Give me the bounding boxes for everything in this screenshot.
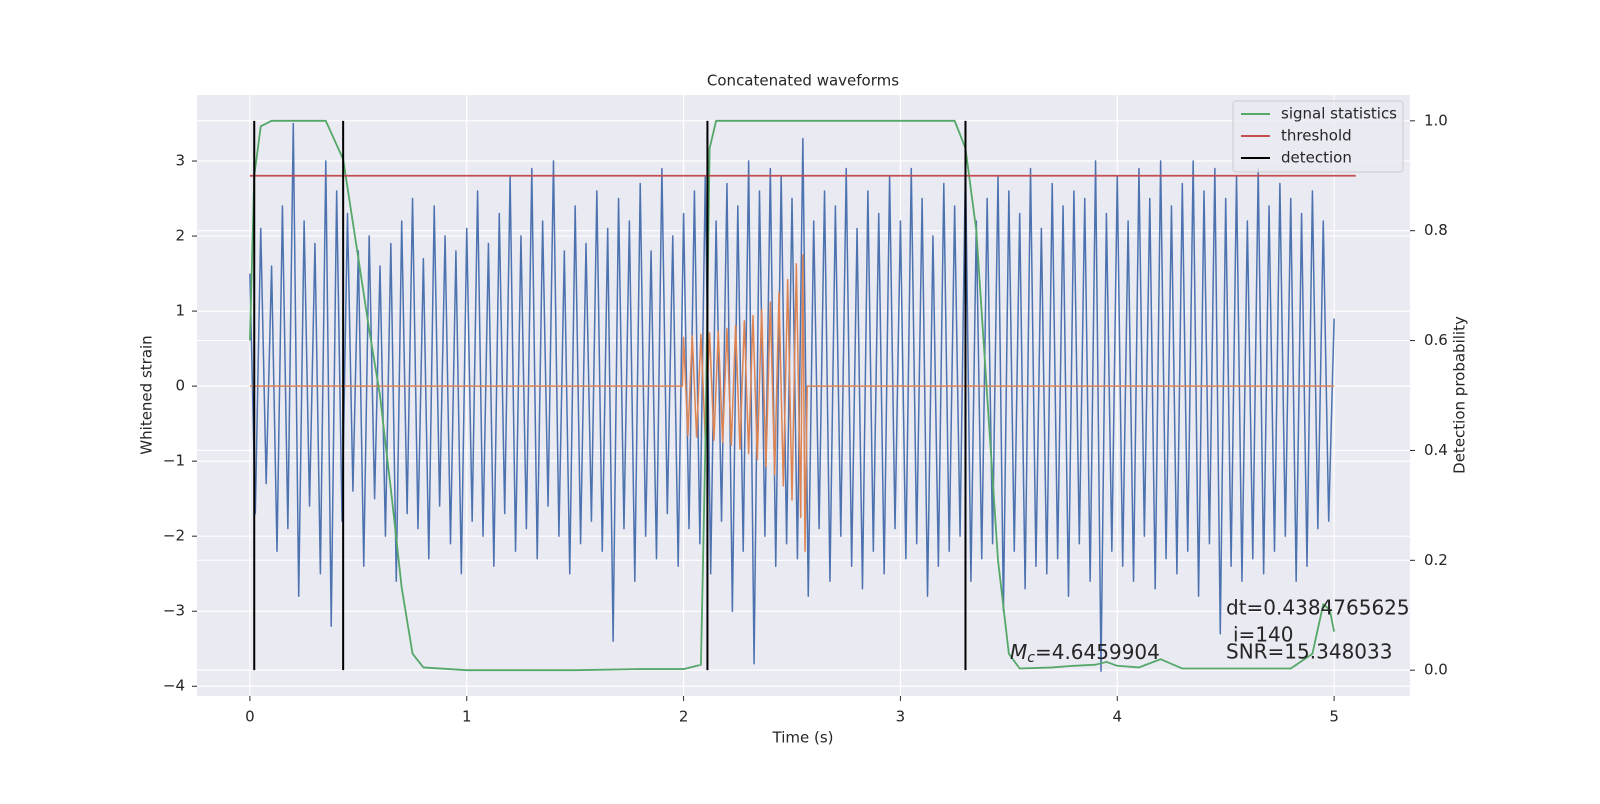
- series-line: [249, 254, 1335, 552]
- x-axis-label: Time (s): [772, 729, 834, 747]
- x-tick-label: 0: [245, 708, 255, 726]
- y2-tick-label: 0.8: [1424, 221, 1448, 239]
- y2-tick-label: 0.2: [1424, 551, 1448, 569]
- annotation: dt=0.4384765625: [1226, 596, 1410, 620]
- y-tick-label: −2: [163, 527, 185, 545]
- y-tick-label: 1: [175, 302, 185, 320]
- x-tick-label: 2: [679, 708, 689, 726]
- y-tick-label: −1: [163, 452, 185, 470]
- x-tick-label: 5: [1329, 708, 1339, 726]
- y2-tick-label: 1.0: [1424, 111, 1448, 129]
- annotation: i=140: [1233, 623, 1294, 647]
- legend-label: threshold: [1281, 127, 1352, 145]
- y-tick-label: 3: [175, 152, 185, 170]
- y2-tick-label: 0.4: [1424, 441, 1448, 459]
- legend-box: [1232, 100, 1404, 173]
- y-axis-label: Whitened strain: [138, 335, 156, 454]
- y2-tick-label: 0.6: [1424, 331, 1448, 349]
- y-tick-label: −4: [163, 677, 185, 695]
- legend-label: detection: [1281, 149, 1352, 167]
- legend-label: signal statistics: [1281, 105, 1397, 123]
- y2-tick-label: 0.0: [1424, 661, 1448, 679]
- y2-axis-label: Detection probability: [1451, 316, 1469, 474]
- x-tick-label: 1: [462, 708, 472, 726]
- annotation: SNR=15.348033: [1226, 640, 1392, 664]
- series-line: [249, 119, 1335, 672]
- annotation-subscript: c: [1027, 650, 1035, 666]
- legend: signal statistics threshold detection: [1232, 100, 1404, 173]
- annotation: Mc=4.6459904: [1010, 640, 1160, 667]
- x-tick-label: 3: [896, 708, 906, 726]
- y-tick-label: 0: [175, 377, 185, 395]
- y-tick-label: −3: [163, 602, 185, 620]
- chart-title: Concatenated waveforms: [707, 72, 899, 90]
- annotation-symbol: M: [1010, 640, 1027, 664]
- x-tick-label: 4: [1112, 708, 1122, 726]
- series-line: [249, 122, 1335, 672]
- annotation-value: =4.6459904: [1035, 640, 1160, 664]
- y-tick-label: 2: [175, 227, 185, 245]
